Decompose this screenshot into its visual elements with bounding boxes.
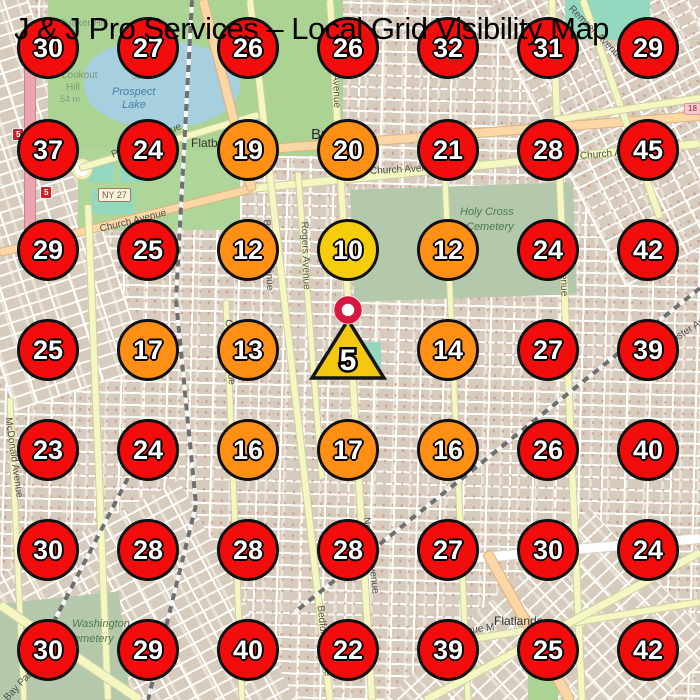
grid-marker-r3c5[interactable]: 12 bbox=[417, 219, 479, 281]
map-label-lookout3: 54 m bbox=[60, 94, 81, 104]
grid-marker-r2c5[interactable]: 21 bbox=[417, 119, 479, 181]
map-label-lake1: Prospect bbox=[112, 86, 156, 98]
grid-marker-r7c6[interactable]: 25 bbox=[517, 619, 579, 681]
map-label-rogers: Rogers Avenue bbox=[298, 221, 312, 290]
grid-marker-r4c6[interactable]: 27 bbox=[517, 319, 579, 381]
grid-marker-r6c4[interactable]: 28 bbox=[317, 519, 379, 581]
map-title: J & J Pro Services – Local Grid Visibili… bbox=[14, 11, 609, 46]
grid-marker-r7c2[interactable]: 29 bbox=[117, 619, 179, 681]
grid-marker-r5c6[interactable]: 26 bbox=[517, 419, 579, 481]
map-label-washington1: Washington bbox=[72, 618, 130, 630]
grid-marker-r6c2[interactable]: 28 bbox=[117, 519, 179, 581]
grid-marker-r1c1[interactable]: 30 bbox=[17, 17, 79, 79]
map-label-quaker: Quaker Hill bbox=[58, 18, 108, 29]
sports-pitch bbox=[88, 162, 114, 182]
grid-marker-r4c1[interactable]: 25 bbox=[17, 319, 79, 381]
grid-marker-r6c3[interactable]: 28 bbox=[217, 519, 279, 581]
grid-marker-r1c3[interactable]: 26 bbox=[217, 17, 279, 79]
grid-marker-r3c2[interactable]: 25 bbox=[117, 219, 179, 281]
grid-marker-r5c7[interactable]: 40 bbox=[617, 419, 679, 481]
grid-marker-r4c7[interactable]: 39 bbox=[617, 319, 679, 381]
grid-marker-r4c3[interactable]: 13 bbox=[217, 319, 279, 381]
grid-marker-r1c5[interactable]: 32 bbox=[417, 17, 479, 79]
grid-marker-r3c1[interactable]: 29 bbox=[17, 219, 79, 281]
grid-marker-r3c4[interactable]: 10 bbox=[317, 219, 379, 281]
map-label-holycross2: Cemetery bbox=[466, 221, 514, 233]
grid-marker-r7c3[interactable]: 40 bbox=[217, 619, 279, 681]
grid-marker-r2c3[interactable]: 19 bbox=[217, 119, 279, 181]
location-pin-icon bbox=[334, 296, 362, 324]
target-triangle-icon bbox=[308, 316, 388, 380]
route-badge-shield5b: 5 bbox=[40, 186, 53, 199]
map-label-lake2: Lake bbox=[122, 99, 146, 111]
grid-marker-r6c6[interactable]: 30 bbox=[517, 519, 579, 581]
route-badge-ref18: 18 bbox=[684, 103, 700, 115]
grid-marker-r2c6[interactable]: 28 bbox=[517, 119, 579, 181]
grid-marker-r5c3[interactable]: 16 bbox=[217, 419, 279, 481]
grid-marker-r4c5[interactable]: 14 bbox=[417, 319, 479, 381]
grid-marker-r1c2[interactable]: 27 bbox=[117, 17, 179, 79]
map-label-lookout1: Lookout bbox=[62, 70, 98, 81]
grid-marker-r7c7[interactable]: 42 bbox=[617, 619, 679, 681]
grid-marker-r7c4[interactable]: 22 bbox=[317, 619, 379, 681]
map-label-holycross1: Holy Cross bbox=[460, 206, 514, 218]
grid-marker-r5c4[interactable]: 17 bbox=[317, 419, 379, 481]
grid-marker-r5c1[interactable]: 23 bbox=[17, 419, 79, 481]
grid-marker-r6c5[interactable]: 27 bbox=[417, 519, 479, 581]
grid-marker-r5c5[interactable]: 16 bbox=[417, 419, 479, 481]
grid-marker-r1c7[interactable]: 29 bbox=[617, 17, 679, 79]
grid-marker-r4c2[interactable]: 17 bbox=[117, 319, 179, 381]
grid-marker-r7c5[interactable]: 39 bbox=[417, 619, 479, 681]
grid-marker-r1c6[interactable]: 31 bbox=[517, 17, 579, 79]
grid-marker-r3c6[interactable]: 24 bbox=[517, 219, 579, 281]
grid-marker-r3c3[interactable]: 12 bbox=[217, 219, 279, 281]
grid-marker-r3c7[interactable]: 42 bbox=[617, 219, 679, 281]
grid-marker-r1c4[interactable]: 26 bbox=[317, 17, 379, 79]
grid-marker-r2c7[interactable]: 45 bbox=[617, 119, 679, 181]
grid-marker-r2c2[interactable]: 24 bbox=[117, 119, 179, 181]
map-label-lookout2: Hill bbox=[66, 82, 80, 93]
grid-marker-r7c1[interactable]: 30 bbox=[17, 619, 79, 681]
grid-marker-r6c7[interactable]: 24 bbox=[617, 519, 679, 581]
grid-marker-r6c1[interactable]: 30 bbox=[17, 519, 79, 581]
grid-marker-r2c4[interactable]: 20 bbox=[317, 119, 379, 181]
grid-marker-r2c1[interactable]: 37 bbox=[17, 119, 79, 181]
grid-marker-r5c2[interactable]: 24 bbox=[117, 419, 179, 481]
target-rank-value: 5 bbox=[340, 344, 357, 377]
route-badge-ny27: NY 27 bbox=[98, 188, 131, 202]
target-location-marker[interactable]: 5 bbox=[306, 294, 390, 382]
